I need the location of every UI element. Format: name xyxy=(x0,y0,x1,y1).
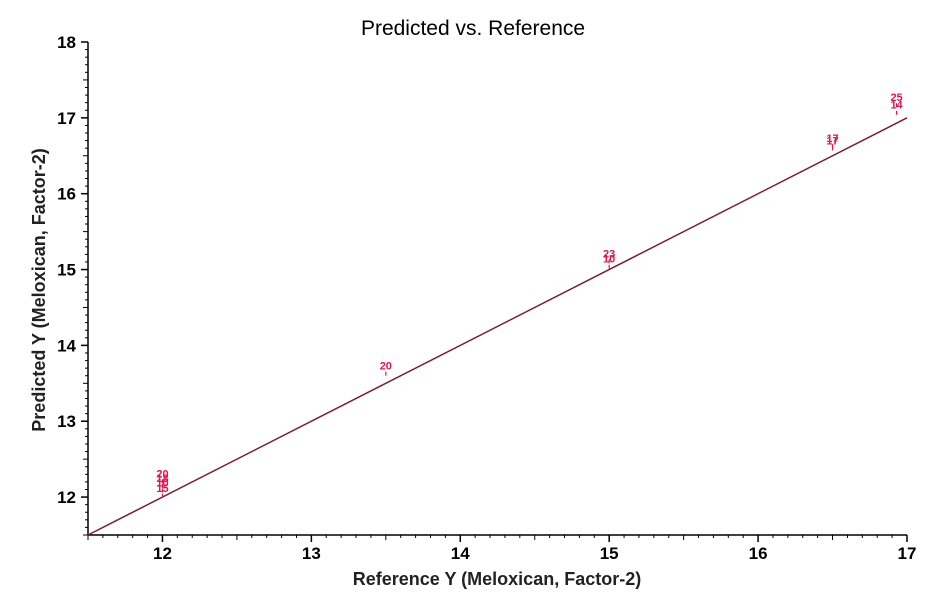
data-point-label: 20 xyxy=(380,361,392,373)
data-point-label: 17 xyxy=(826,135,838,147)
y-tick-label: 13 xyxy=(57,412,76,431)
data-point-label: 25 xyxy=(890,92,902,104)
x-tick-label: 12 xyxy=(153,544,172,563)
data-point-label: 15 xyxy=(156,483,168,495)
y-tick-label: 14 xyxy=(57,336,76,355)
y-tick-label: 18 xyxy=(57,33,76,52)
x-tick-label: 13 xyxy=(302,544,321,563)
x-tick-label: 16 xyxy=(749,544,768,563)
regression-line xyxy=(87,117,908,536)
y-axis-label: Predicted Y (Meloxican, Factor-2) xyxy=(29,148,49,431)
data-point-label: 14 xyxy=(890,100,903,112)
x-axis-label: Reference Y (Meloxican, Factor-2) xyxy=(353,569,641,589)
y-tick-label: 15 xyxy=(57,261,76,280)
y-tick-label: 16 xyxy=(57,185,76,204)
x-tick-label: 17 xyxy=(898,544,917,563)
data-point-label: 18 xyxy=(156,473,168,485)
data-point-label: 10 xyxy=(156,477,168,489)
chart-title: Predicted vs. Reference xyxy=(361,17,585,40)
x-tick-label: 15 xyxy=(600,544,619,563)
y-tick-label: 12 xyxy=(57,488,76,507)
data-point-label: 17 xyxy=(826,133,838,145)
data-point-label: 10 xyxy=(603,254,615,266)
y-ticks: 12 13 14 15 16 17 18 xyxy=(57,33,88,536)
x-ticks: 12 13 14 15 16 17 xyxy=(87,535,917,563)
x-tick-label: 14 xyxy=(451,544,470,563)
data-point-label: 23 xyxy=(603,248,615,260)
data-point-label: 20 xyxy=(156,468,168,480)
y-tick-label: 17 xyxy=(57,109,76,128)
